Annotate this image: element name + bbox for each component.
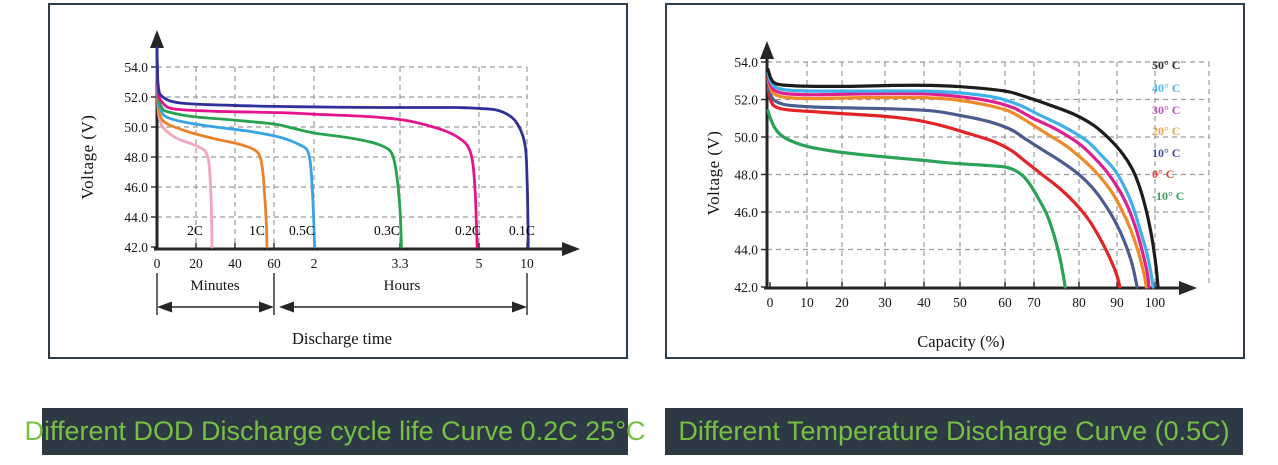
arrowhead-left-icon	[279, 301, 294, 313]
x-tick-label: 20	[189, 256, 203, 271]
curve-0.2C	[155, 50, 479, 249]
y-axis-arrowhead-icon	[150, 30, 164, 48]
y-tick-label: 44.0	[734, 243, 758, 258]
x-tick-label: 40	[228, 256, 242, 271]
legend-item-minus10c: -10° C	[1152, 189, 1185, 203]
x-tick-label: 3.3	[392, 256, 409, 271]
y-axis-title: Voltage (V)	[78, 114, 97, 200]
y-axis-title: Voltage (V)	[704, 130, 723, 216]
x-tick-label: 80	[1072, 295, 1086, 310]
curve--10° C	[766, 109, 1067, 289]
legend-item-0c: 0° C	[1152, 167, 1175, 181]
curve-20° C	[766, 77, 1148, 289]
temperature-chart-canvas: 54.0 52.0 50.0 48.0 46.0 44.0 42.0 0 10 20 30 40 50 6…	[734, 41, 1210, 310]
curve-label-05c: 0.5C	[289, 223, 315, 238]
y-tick-label: 44.0	[124, 210, 148, 225]
curve-0.3C	[155, 55, 403, 249]
curve-0.5C	[155, 58, 317, 249]
x-tick-label: 10	[520, 256, 534, 271]
curve-2C	[155, 68, 214, 249]
curve-0° C	[766, 86, 1122, 289]
legend-item-20c: 20° C	[1152, 124, 1181, 138]
caption-temperature-chart: Different Temperature Discharge Curve (0…	[665, 408, 1243, 455]
y-tick-label: 48.0	[124, 150, 148, 165]
curve-40° C	[766, 71, 1155, 289]
y-tick-label: 42.0	[734, 280, 758, 295]
y-tick-label: 48.0	[734, 168, 758, 183]
legend-item-40c: 40° C	[1152, 81, 1181, 95]
x-axis-arrowhead-icon	[1179, 281, 1197, 295]
curve-1C	[155, 62, 269, 249]
curve-label-2c: 2C	[187, 223, 203, 238]
x-tick-label: 70	[1027, 295, 1041, 310]
legend-item-50c: 50° C	[1152, 58, 1181, 72]
dod-chart-canvas: 54.0 52.0 50.0 48.0 46.0 44.0 42.0 0 20 40 60 2 3.3 5…	[124, 30, 580, 315]
y-axis-arrowhead-icon	[760, 41, 774, 59]
x-tick-label: 0	[154, 256, 161, 271]
curve-label-02c: 0.2C	[455, 223, 481, 238]
x-tick-label: 90	[1110, 295, 1124, 310]
x-tick-label: 10	[800, 295, 814, 310]
x-tick-label: 0	[767, 295, 774, 310]
y-tick-label: 54.0	[734, 55, 758, 70]
x-unit-minutes-label: Minutes	[190, 278, 240, 294]
y-tick-label: 46.0	[734, 205, 758, 220]
caption-dod-chart: Different DOD Discharge cycle life Curve…	[24, 408, 646, 455]
x-unit-hours-label: Hours	[383, 278, 421, 294]
arrowhead-right-icon	[512, 301, 527, 313]
x-tick-label: 50	[953, 295, 967, 310]
x-tick-label: 20	[835, 295, 849, 310]
curve-50° C	[766, 67, 1160, 289]
x-tick-label: 2	[311, 256, 318, 271]
y-tick-label: 42.0	[124, 240, 148, 255]
chart-panel-temperature: 54.0 52.0 50.0 48.0 46.0 44.0 42.0 0 10 20 30 40 50 6…	[665, 3, 1245, 359]
y-tick-label: 52.0	[124, 90, 148, 105]
x-tick-label: 40	[917, 295, 931, 310]
x-tick-label: 60	[998, 295, 1012, 310]
arrowhead-left-icon	[157, 301, 172, 313]
arrowhead-right-icon	[259, 301, 274, 313]
curve-label-1c: 1C	[249, 223, 265, 238]
legend-item-30c: 30° C	[1152, 103, 1181, 117]
chart-panel-dod: 54.0 52.0 50.0 48.0 46.0 44.0 42.0 0 20 40 60 2 3.3 5…	[48, 3, 628, 359]
curve-label-01c: 0.1C	[509, 223, 535, 238]
x-tick-label: 100	[1145, 295, 1166, 310]
y-tick-label: 50.0	[124, 120, 148, 135]
y-tick-label: 54.0	[124, 60, 148, 75]
legend-item-10c: 10° C	[1152, 146, 1181, 160]
curve-30° C	[766, 75, 1151, 289]
curve-10° C	[766, 81, 1139, 289]
x-axis-arrowhead-icon	[562, 242, 580, 256]
x-tick-label: 5	[476, 256, 483, 271]
y-tick-label: 50.0	[734, 130, 758, 145]
x-axis-title: Capacity (%)	[917, 332, 1005, 351]
curve-0.1C	[155, 46, 530, 249]
x-tick-label: 30	[878, 295, 892, 310]
y-tick-label: 46.0	[124, 180, 148, 195]
x-tick-label: 60	[267, 256, 281, 271]
curve-label-03c: 0.3C	[374, 223, 400, 238]
y-tick-label: 52.0	[734, 93, 758, 108]
x-axis-title: Discharge time	[291, 329, 393, 348]
